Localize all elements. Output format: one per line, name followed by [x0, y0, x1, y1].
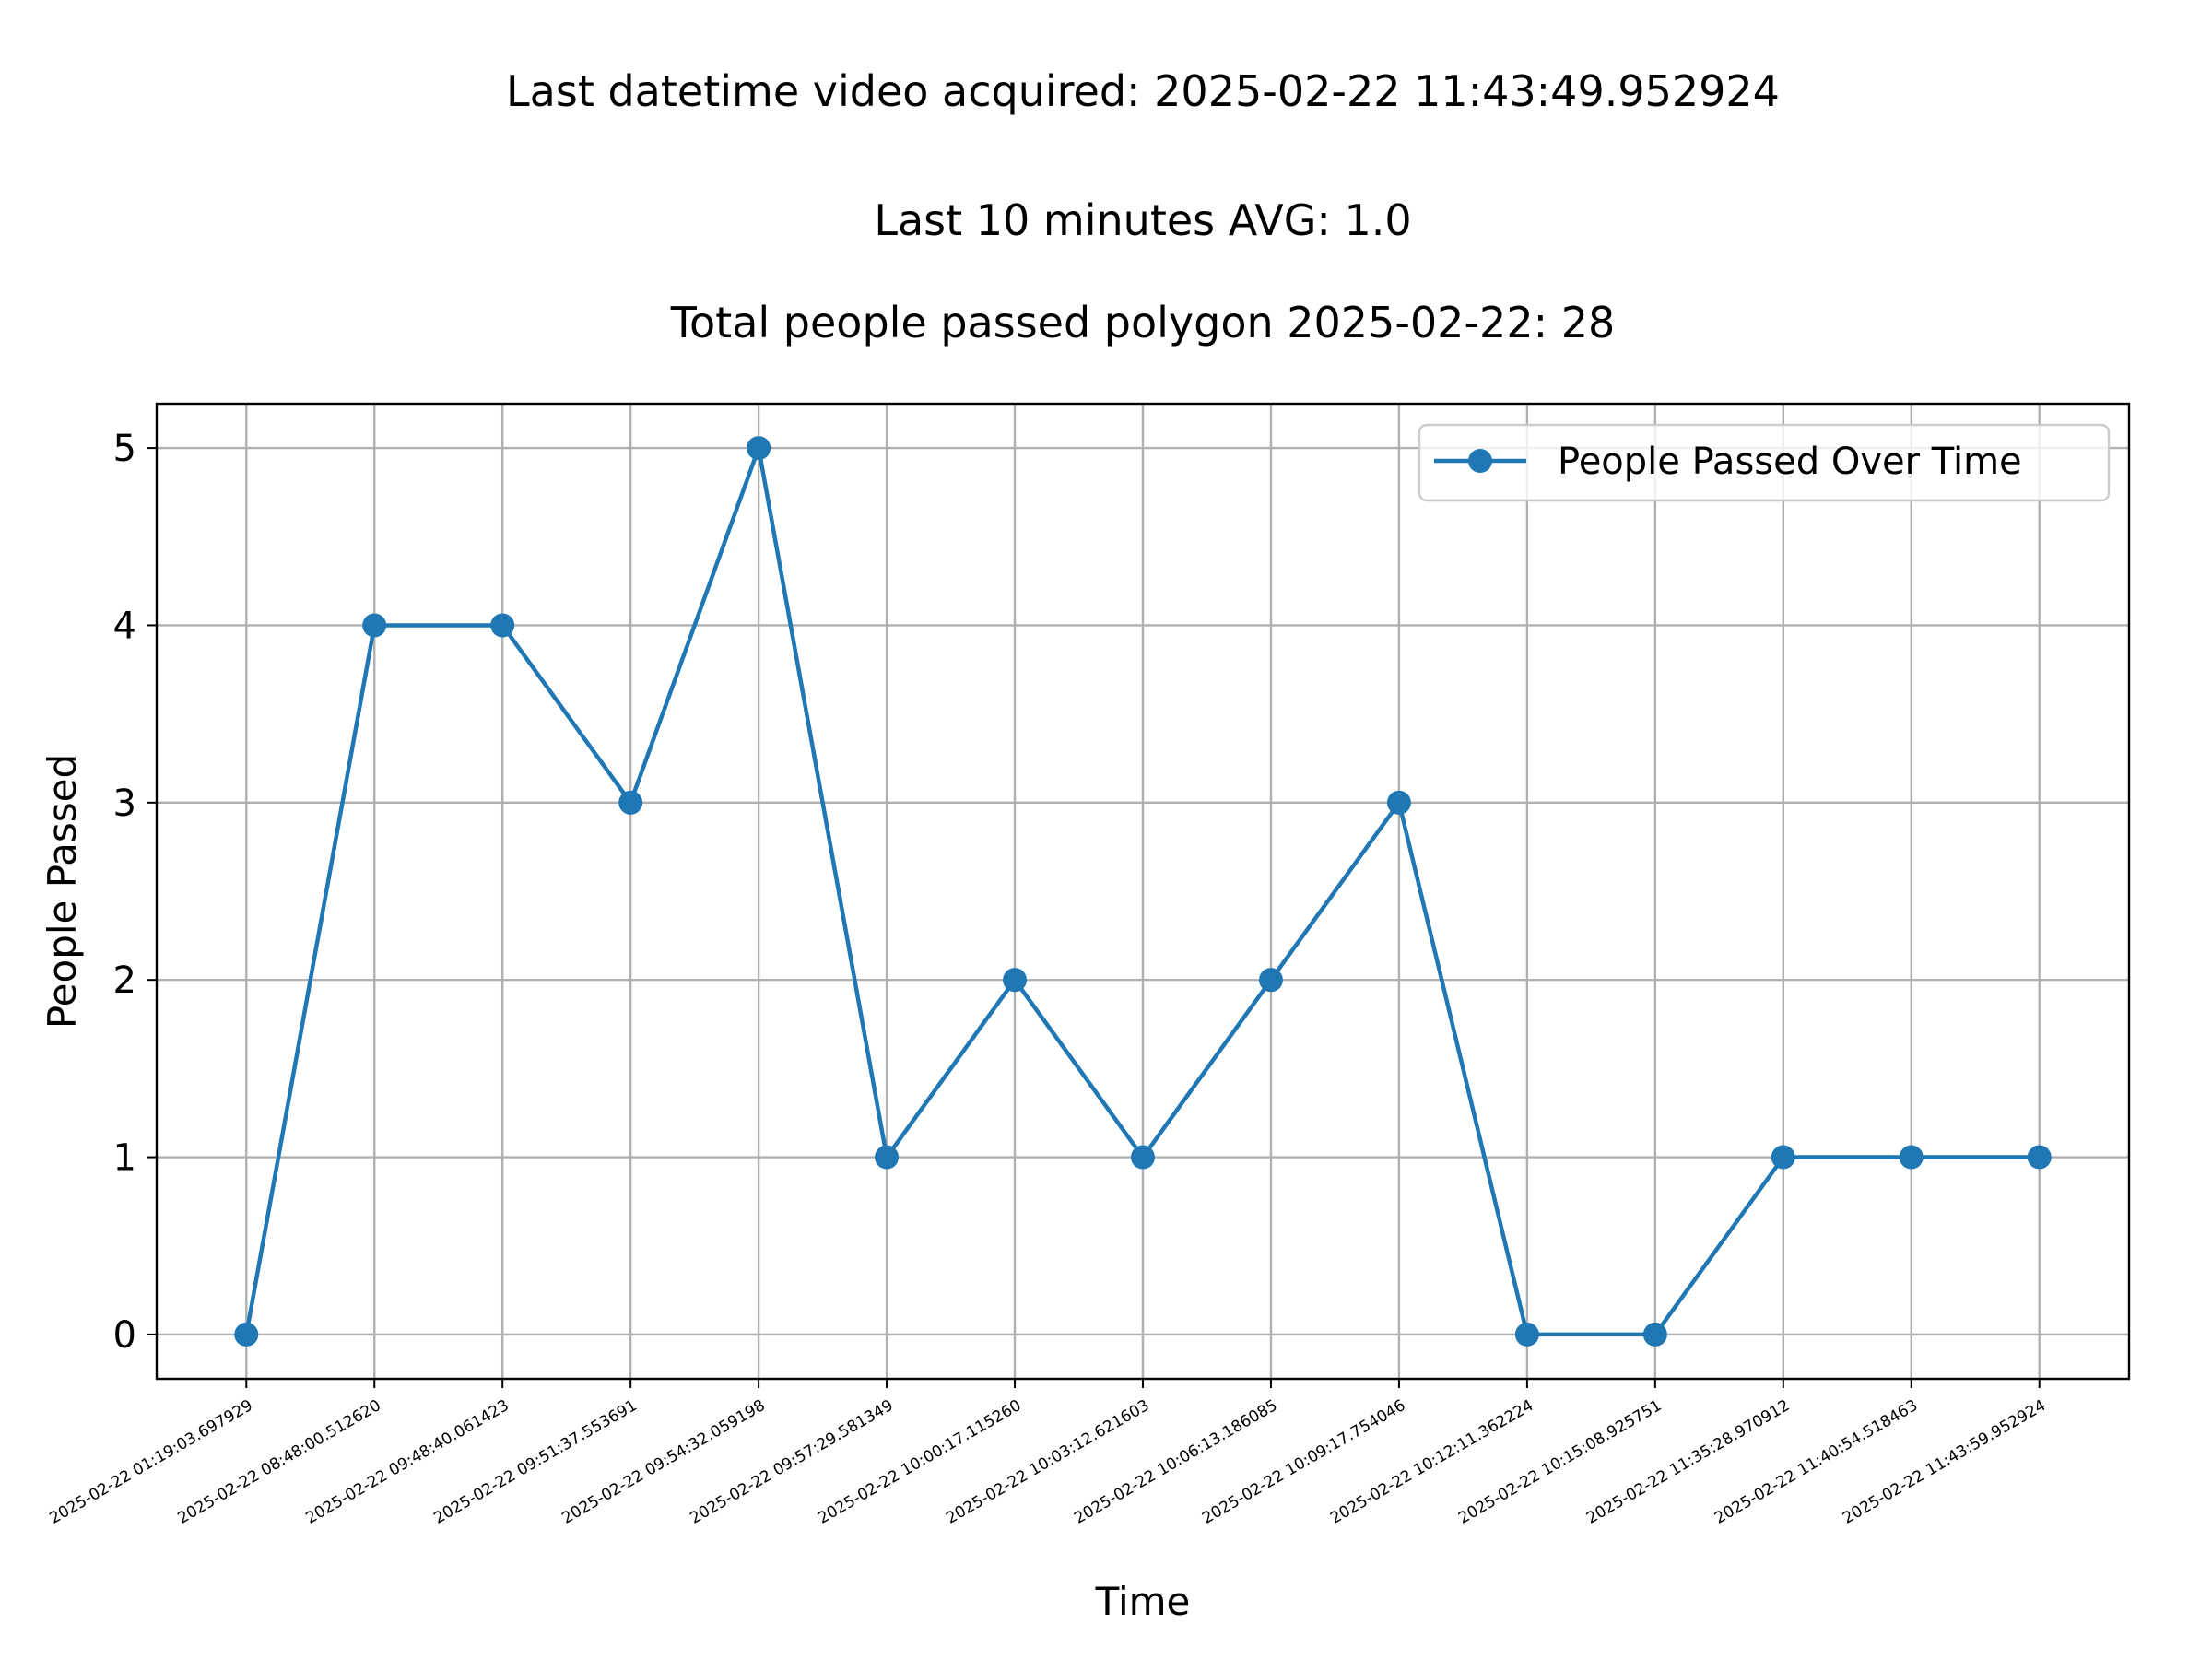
- series-layer: [234, 436, 2052, 1347]
- data-point: [1514, 1322, 1539, 1347]
- data-point: [1131, 1145, 1155, 1170]
- chart-title-line-2: Last 10 minutes AVG: 1.0: [874, 195, 1411, 245]
- data-point: [234, 1322, 259, 1347]
- y-tick-label: 4: [113, 605, 136, 647]
- legend-marker-swatch: [1468, 449, 1492, 473]
- y-axis-label: People Passed: [40, 754, 85, 1029]
- y-axis-ticks: 0 1 2 3 4 5: [113, 428, 157, 1357]
- data-point: [2027, 1145, 2052, 1170]
- data-point: [875, 1145, 900, 1170]
- chart-title-line-1: Last datetime video acquired: 2025-02-22…: [506, 66, 1780, 116]
- data-point: [362, 613, 387, 638]
- data-point: [618, 790, 643, 815]
- data-point: [747, 436, 771, 461]
- legend-label: People Passed Over Time: [1558, 441, 2022, 483]
- chart-title-line-3: Total people passed polygon 2025-02-22: …: [670, 298, 1616, 347]
- data-point: [1899, 1145, 1924, 1170]
- y-tick-label: 1: [113, 1137, 136, 1180]
- plot-frame: [155, 402, 2131, 1381]
- data-point: [1258, 968, 1283, 993]
- y-tick-label: 5: [113, 428, 136, 470]
- data-point: [1386, 790, 1411, 815]
- y-tick-label: 2: [113, 959, 136, 1002]
- x-axis-label: Time: [1095, 1579, 1191, 1624]
- y-tick-label: 3: [113, 782, 136, 825]
- data-point: [490, 613, 515, 638]
- y-tick-label: 0: [113, 1314, 136, 1357]
- legend: People Passed Over Time: [1418, 423, 2111, 502]
- legend-box: [1418, 423, 2111, 502]
- data-point: [1771, 1145, 1795, 1170]
- data-point: [1642, 1322, 1667, 1347]
- data-point: [1003, 968, 1028, 993]
